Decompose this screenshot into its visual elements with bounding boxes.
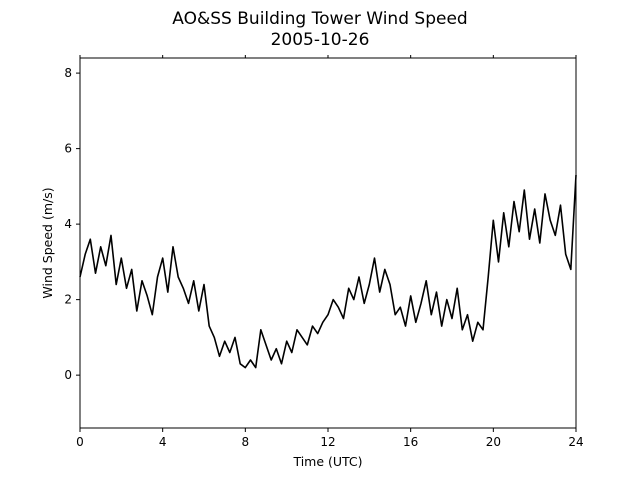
plot-lines: [79, 174, 577, 369]
plot-frame: [79, 57, 577, 429]
wind-speed-line: [79, 174, 577, 369]
x-tick-label: 0: [76, 435, 84, 449]
chart-title: AO&SS Building Tower Wind Speed: [172, 9, 467, 29]
x-tick-label: 12: [320, 435, 335, 449]
x-tick-label: 8: [242, 435, 250, 449]
chart-subtitle: 2005-10-26: [271, 30, 370, 50]
y-tick-label: 2: [64, 293, 72, 307]
y-axis-label: Wind Speed (m/s): [40, 187, 55, 298]
y-tick-label: 4: [64, 217, 72, 231]
y-tick-label: 8: [64, 66, 72, 80]
x-tick-label: 20: [486, 435, 501, 449]
x-tick-label: 4: [159, 435, 167, 449]
y-tick-label: 0: [64, 368, 72, 382]
x-axis-label: Time (UTC): [292, 454, 362, 469]
x-tick-label: 24: [568, 435, 583, 449]
y-tick-label: 6: [64, 142, 72, 156]
x-tick-label: 16: [403, 435, 418, 449]
